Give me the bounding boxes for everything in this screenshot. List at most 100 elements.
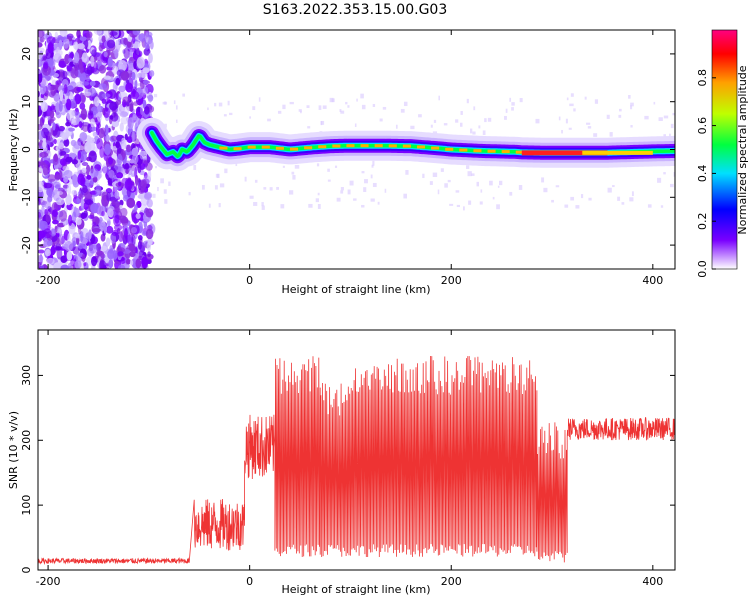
faint-speck [647, 204, 652, 208]
noise-blob [58, 60, 67, 68]
noise-blob [141, 256, 149, 268]
noise-blob [61, 70, 68, 79]
noise-blob [129, 49, 133, 57]
faint-speck [672, 112, 675, 116]
faint-speck [455, 190, 460, 193]
snr-ytick-label: 200 [20, 430, 33, 451]
noise-blob [132, 30, 141, 36]
noise-blob [98, 83, 107, 90]
noise-blob [80, 198, 84, 209]
noise-blob [68, 214, 73, 226]
faint-speck [340, 187, 344, 191]
noise-blob [126, 41, 132, 49]
noise-blob [139, 180, 147, 191]
faint-speck [218, 102, 223, 107]
faint-speck [345, 101, 348, 105]
noise-blob [63, 84, 68, 94]
noise-blob [63, 175, 69, 183]
noise-blob [99, 222, 105, 232]
noise-blob [53, 164, 59, 170]
ridge-peak [515, 150, 524, 154]
noise-blob [90, 202, 99, 214]
spectrogram-xlabel: Height of straight line (km) [281, 283, 430, 296]
faint-speck [370, 174, 373, 179]
faint-speck [182, 93, 186, 97]
faint-speck [280, 204, 285, 209]
noise-blob [45, 52, 52, 60]
faint-speck [479, 201, 483, 205]
noise-blob [89, 125, 96, 133]
faint-speck [154, 93, 158, 98]
noise-blob [58, 100, 63, 112]
faint-speck [480, 189, 483, 193]
noise-blob [78, 224, 82, 235]
noise-blob [105, 237, 111, 247]
noise-blob [105, 187, 113, 194]
noise-blob [104, 143, 111, 156]
faint-speck [618, 114, 622, 118]
noise-blob [38, 130, 44, 141]
spectrogram-axes: -200 0 200 400 -20 -10 0 10 20 [20, 30, 675, 287]
faint-speck [499, 180, 503, 186]
noise-blob [126, 144, 132, 153]
noise-blob [129, 103, 134, 113]
faint-speck [471, 173, 475, 176]
snr-xtick-label: 400 [642, 575, 663, 588]
noise-blob [120, 70, 130, 81]
faint-speck [535, 118, 540, 124]
noise-blob [98, 64, 107, 74]
noise-blob [67, 183, 72, 196]
faint-speck [244, 176, 247, 182]
spectrogram-xtick-label: 200 [441, 274, 462, 287]
noise-blob [72, 240, 76, 248]
noise-blob [39, 220, 48, 231]
faint-speck [317, 192, 320, 196]
noise-blob [81, 167, 87, 173]
noise-blob [47, 131, 52, 142]
noise-blob [98, 44, 104, 52]
noise-blob [38, 30, 45, 38]
faint-speck [657, 177, 662, 183]
faint-speck [164, 199, 168, 204]
faint-speck [496, 204, 500, 210]
faint-speck [173, 100, 176, 105]
noise-blob [72, 211, 77, 223]
noise-blob [42, 140, 47, 149]
noise-blob [134, 204, 138, 212]
faint-speck [316, 163, 320, 167]
noise-blob [119, 122, 124, 132]
faint-speck [472, 131, 476, 135]
faint-speck [609, 132, 613, 137]
faint-speck [543, 187, 548, 193]
noise-blob [86, 31, 93, 39]
colorbar: 0.0 0.2 0.4 0.6 0.8 Normalized spectral ampl… [696, 29, 749, 278]
noise-blob [146, 241, 151, 252]
noise-blob [139, 151, 145, 160]
ridge-peak [374, 144, 383, 148]
spectrogram-ylabel: Frequency (Hz) [7, 109, 20, 192]
noise-blob [60, 132, 67, 139]
faint-speck [339, 109, 342, 112]
noise-blob [120, 142, 128, 150]
snr-ytick-label: 0 [20, 567, 33, 574]
noise-blob [103, 51, 108, 58]
faint-speck [253, 202, 258, 206]
noise-blob [81, 253, 86, 263]
noise-blob [38, 42, 43, 48]
noise-blob [59, 170, 63, 181]
noise-blob [142, 79, 149, 85]
faint-speck [630, 102, 634, 107]
faint-speck [612, 185, 615, 188]
noise-blob [113, 92, 119, 101]
faint-speck [224, 168, 228, 174]
faint-speck [188, 191, 191, 196]
faint-speck [594, 99, 599, 104]
noise-blob [70, 67, 79, 79]
faint-speck [315, 198, 319, 203]
noise-blob [78, 121, 83, 128]
noise-blob [38, 190, 44, 199]
noise-blob [130, 91, 140, 100]
faint-speck [468, 200, 472, 205]
noise-blob [79, 150, 87, 162]
faint-speck [254, 179, 258, 183]
